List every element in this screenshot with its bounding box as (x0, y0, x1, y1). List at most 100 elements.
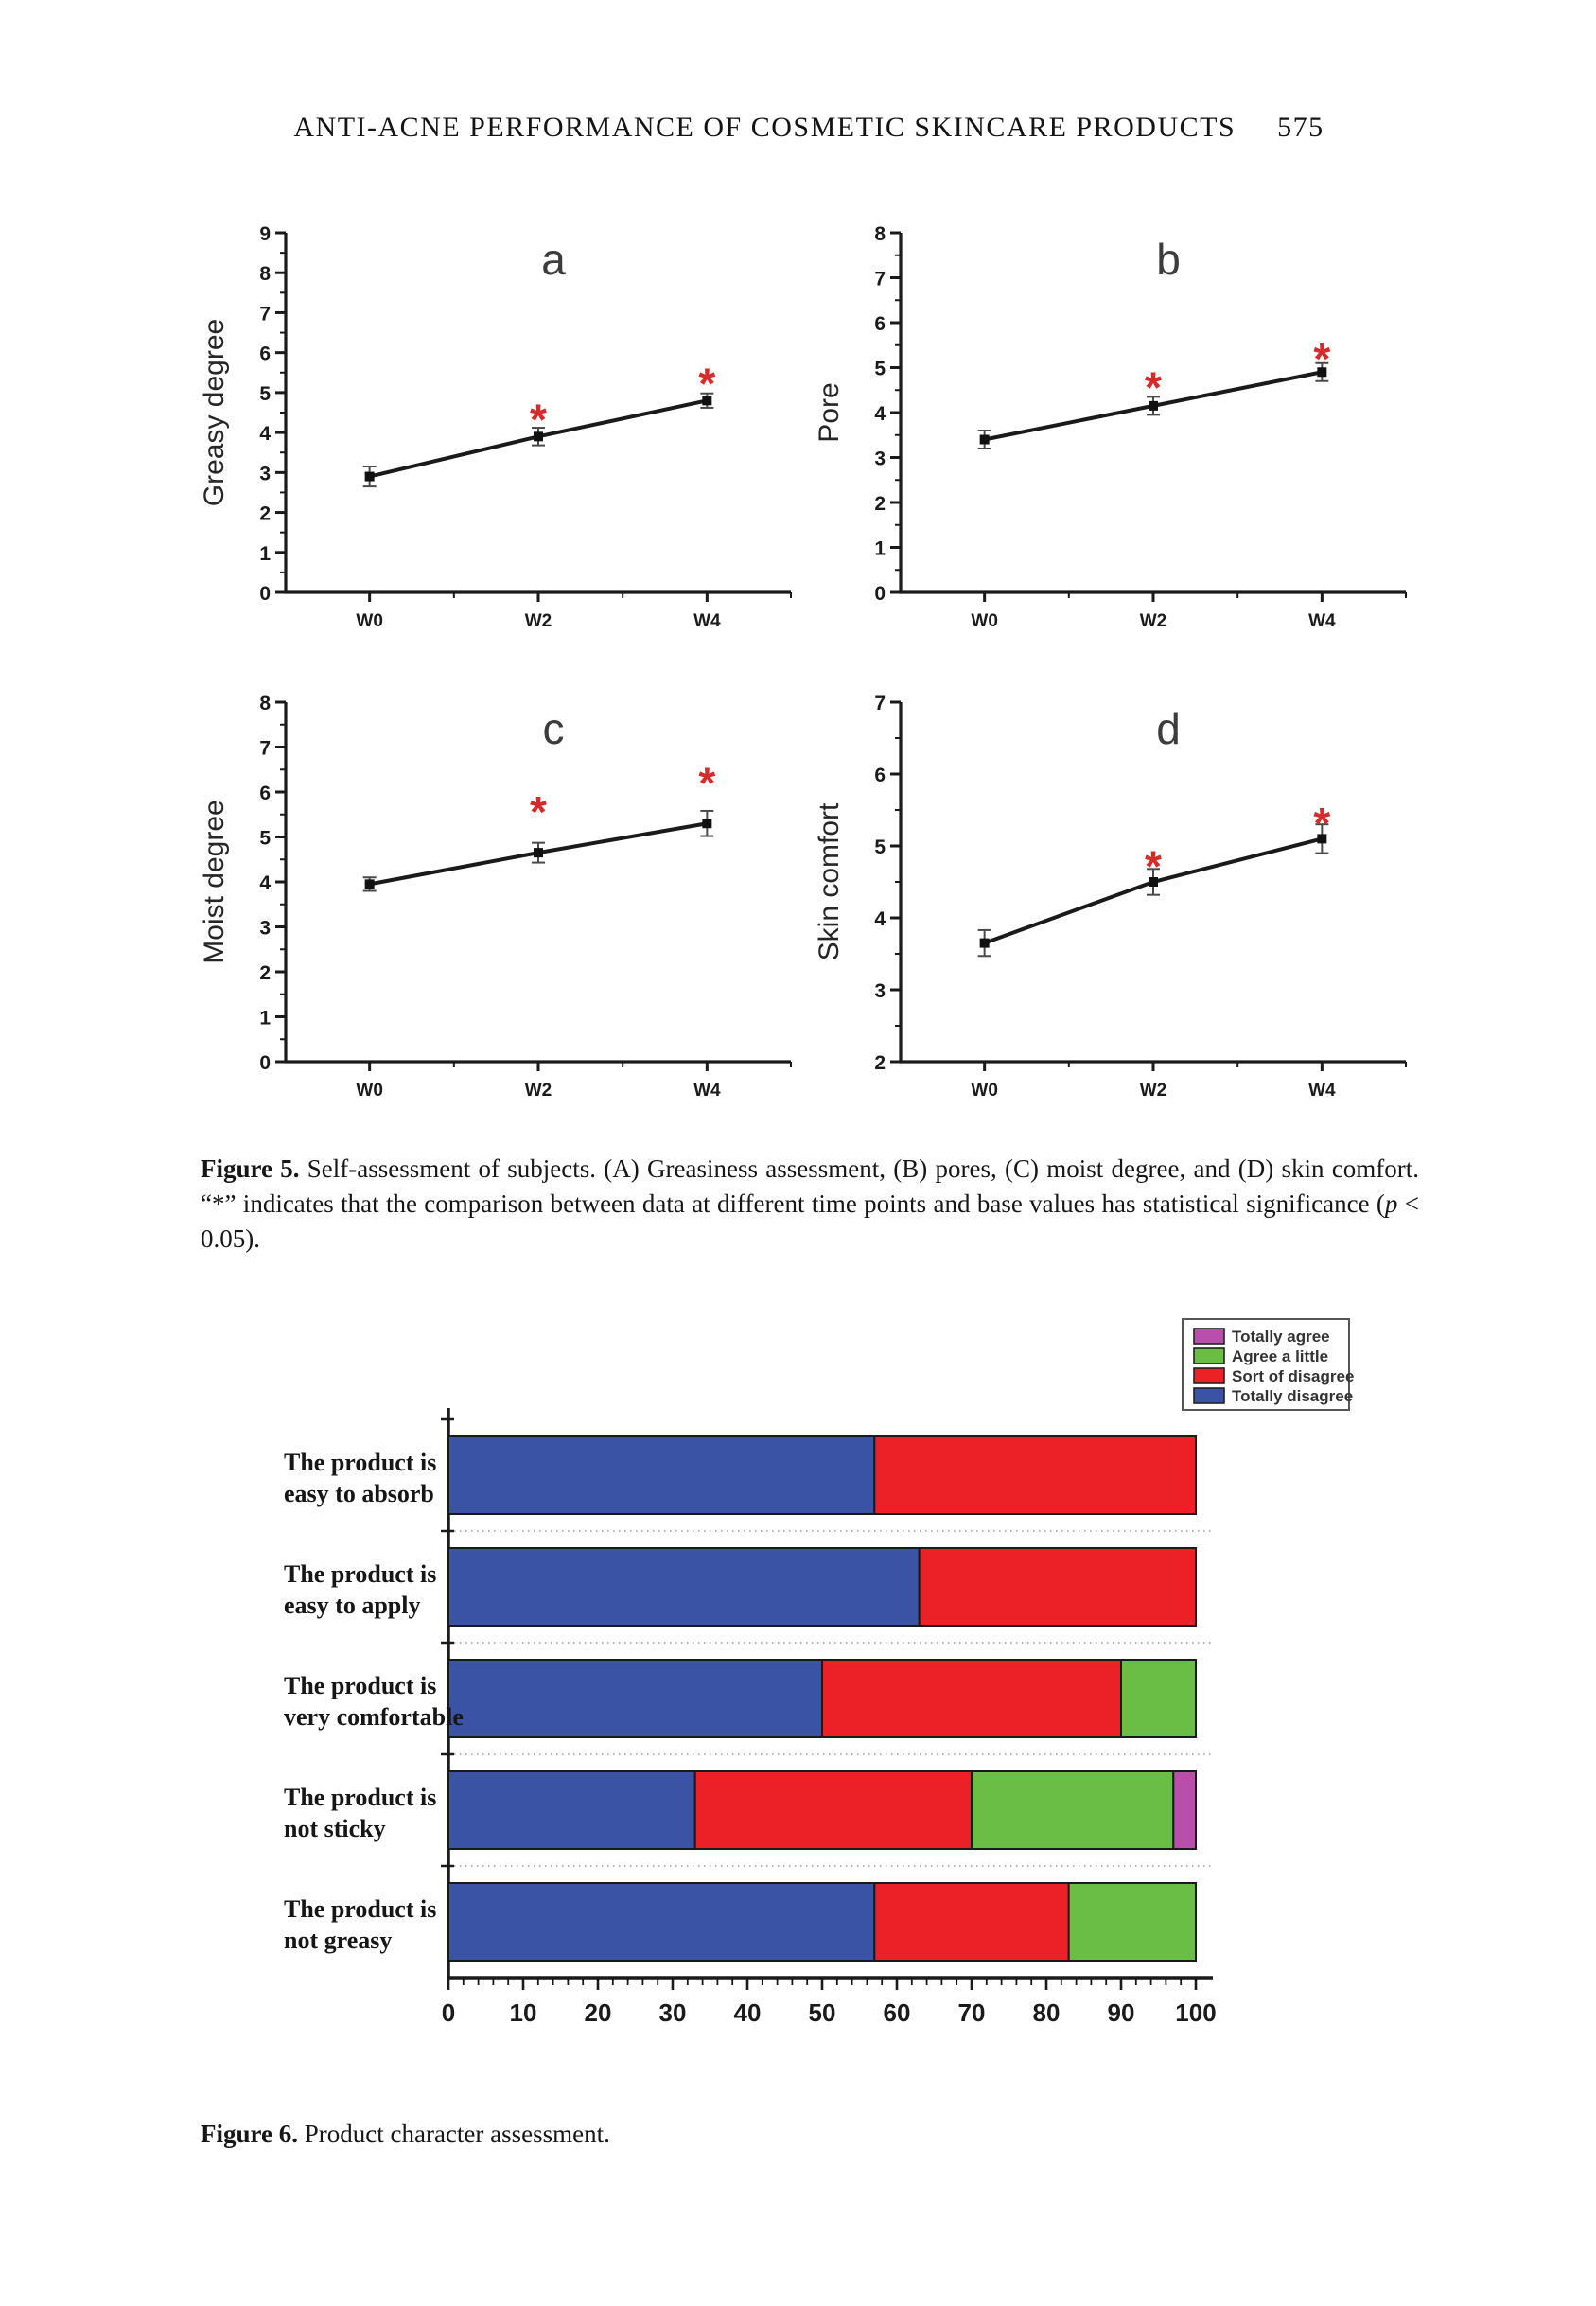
bar-category-label: The product is easy to absorb (284, 1449, 436, 1507)
bar-segment (447, 1770, 696, 1850)
x-tick-label: W0 (356, 1081, 383, 1100)
y-axis-title: Moist degree (199, 800, 230, 963)
legend-swatch (1193, 1347, 1225, 1364)
significance-asterisk: * (698, 758, 715, 807)
data-point-marker (534, 848, 543, 858)
bar-row: The product is not sticky (284, 1770, 1198, 1850)
figure5-caption-tail: < 0.05). (201, 1189, 1419, 1253)
significance-asterisk: * (530, 787, 547, 836)
bar-segment (693, 1770, 973, 1850)
bar-segment (918, 1547, 1197, 1627)
bar-segment (1120, 1659, 1197, 1738)
x-ticks (368, 1062, 792, 1071)
bar-segment (447, 1547, 921, 1627)
bar-category-label: The product is not greasy (284, 1895, 436, 1954)
y-tick-label: 8 (874, 223, 886, 245)
y-ticks (890, 700, 901, 1064)
legend-label: Agree a little (1232, 1347, 1328, 1365)
y-tick-label: 4 (259, 423, 271, 445)
y-tick-label: 6 (874, 313, 886, 335)
figure5-panel-grid: 0 1 2 3 4 5 6 7 8 9 W0 W2 W4 * * a Greasy degree 0 1 2 3 4 5 6… (199, 218, 1419, 1115)
x-tick-label: 70 (958, 1998, 986, 2027)
y-tick-label: 4 (874, 403, 886, 425)
data-point-marker (1149, 877, 1158, 887)
bar-segment (447, 1659, 823, 1738)
bar-segment (971, 1770, 1175, 1850)
y-tick-label: 0 (259, 1052, 271, 1074)
y-ticks (275, 231, 286, 594)
y-tick-label: 1 (874, 538, 886, 560)
figure5-caption-body: Self-assessment of subjects. (A) Greasin… (201, 1154, 1419, 1218)
figure6-caption-label: Figure 6. (201, 2120, 298, 2148)
y-axis-title: Skin comfort (814, 802, 845, 960)
x-tick-label: 100 (1175, 1998, 1216, 2027)
bar-row: The product is not greasy (284, 1882, 1198, 1962)
y-tick-label: 7 (874, 693, 886, 714)
significance-asterisk: * (1313, 334, 1330, 383)
y-tick-label: 6 (874, 765, 886, 786)
chart-pore: 0 1 2 3 4 5 6 7 8 W0 W2 W4 * * b Pore (814, 218, 1419, 645)
bar-segment (447, 1882, 876, 1962)
x-tick-label: W4 (693, 611, 721, 631)
x-tick-label: 20 (585, 1998, 612, 2027)
legend-swatch (1193, 1387, 1225, 1404)
bar-category-label: The product is not sticky (284, 1784, 436, 1842)
data-point-marker (1317, 367, 1327, 378)
legend-label: Totally disagree (1232, 1387, 1353, 1405)
panel-letter: c (543, 704, 565, 753)
y-tick-label: 3 (874, 980, 886, 1002)
line-chart-skin-comfort: 2 3 4 5 6 7 W0 W2 W4 * * d Skin comfort (814, 693, 1407, 1100)
y-tick-label: 8 (259, 693, 271, 714)
significance-asterisk: * (1145, 842, 1162, 891)
bar-row: The product is easy to absorb (284, 1435, 1197, 1515)
chart-greasy-degree: 0 1 2 3 4 5 6 7 8 9 W0 W2 W4 * * a Greasy degree (199, 218, 804, 645)
y-tick-label: 4 (259, 872, 271, 894)
x-tick-label: 30 (659, 1998, 687, 2027)
figure6-caption-body: Product character assessment. (298, 2120, 610, 2148)
y-tick-label: 5 (874, 359, 886, 380)
y-tick-label: 7 (259, 738, 271, 760)
y-tick-label: 3 (259, 918, 271, 940)
y-axis-title: Greasy degree (199, 319, 230, 506)
x-tick-label: W2 (1140, 1081, 1167, 1100)
x-tick-label: 10 (510, 1998, 537, 2027)
x-tick-label: W4 (693, 1081, 721, 1100)
x-tick-label: W2 (1140, 611, 1167, 631)
panel-letter: b (1156, 235, 1181, 284)
significance-asterisk: * (1145, 363, 1162, 413)
bar-segment (821, 1659, 1122, 1738)
y-tick-label: 7 (259, 303, 271, 325)
bar-segment (873, 1435, 1197, 1515)
y-tick-label: 1 (259, 1008, 271, 1030)
data-point-marker (534, 431, 543, 442)
bar-row: The product is very comfortable (284, 1659, 1197, 1738)
chart-moist-degree: 0 1 2 3 4 5 6 7 8 W0 W2 W4 * * c Moist degree (199, 687, 804, 1115)
line-chart-pore: 0 1 2 3 4 5 6 7 8 W0 W2 W4 * * b Pore (814, 223, 1407, 631)
x-tick-label: W4 (1308, 611, 1336, 631)
bar-segment (447, 1435, 876, 1515)
running-header: ANTI-ACNE PERFORMANCE OF COSMETIC SKINCA… (199, 112, 1419, 144)
figure5-caption: Figure 5. Self-assessment of subjects. (… (201, 1152, 1419, 1257)
y-tick-label: 0 (874, 583, 886, 605)
chart-skin-comfort: 2 3 4 5 6 7 W0 W2 W4 * * d Skin comfort (814, 687, 1419, 1115)
x-tick-label: W2 (525, 1081, 552, 1100)
panel-letter: d (1156, 704, 1181, 753)
legend-swatch (1193, 1367, 1225, 1384)
bar-segment (873, 1882, 1070, 1962)
legend-label: Totally agree (1232, 1328, 1330, 1346)
y-tick-label: 6 (259, 783, 271, 804)
figure5-caption-label: Figure 5. (201, 1154, 300, 1183)
x-tick-label: 40 (734, 1998, 762, 2027)
page-number: 575 (1277, 112, 1324, 143)
y-tick-label: 9 (259, 223, 271, 245)
y-tick-label: 3 (874, 449, 886, 470)
x-tick-label: W4 (1308, 1081, 1336, 1100)
legend-swatch (1193, 1328, 1225, 1345)
x-tick-label: 80 (1033, 1998, 1061, 2027)
y-tick-label: 8 (259, 263, 271, 285)
bar-segment (1172, 1770, 1198, 1850)
y-ticks (275, 700, 286, 1064)
